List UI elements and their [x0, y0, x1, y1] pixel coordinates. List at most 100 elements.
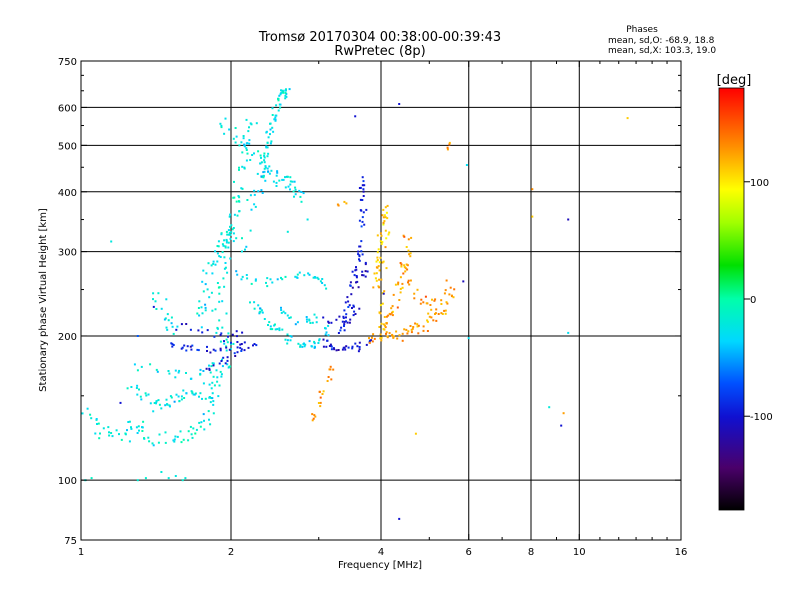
data-point [216, 260, 219, 263]
data-point [440, 299, 443, 302]
data-point [289, 339, 292, 342]
data-point [416, 288, 419, 291]
data-point [211, 381, 214, 384]
data-point [348, 321, 351, 324]
data-point [397, 283, 400, 286]
data-point [289, 180, 292, 183]
data-point [403, 266, 406, 269]
data-point [409, 325, 412, 327]
data-point [381, 214, 384, 217]
data-point [351, 345, 354, 348]
data-point [287, 185, 290, 188]
data-point [218, 319, 221, 322]
data-point [322, 316, 325, 319]
data-point [354, 269, 357, 272]
data-point [291, 180, 294, 183]
data-point [221, 358, 223, 361]
data-point [383, 316, 386, 318]
data-point [177, 371, 180, 374]
data-point [354, 342, 357, 345]
data-point [173, 400, 176, 403]
data-point [189, 425, 192, 428]
data-point [437, 313, 440, 315]
data-point [266, 146, 269, 149]
data-point [315, 316, 318, 319]
data-point [375, 260, 378, 263]
data-point [218, 384, 221, 387]
data-point [284, 186, 287, 189]
data-point [172, 344, 175, 346]
data-point [348, 304, 351, 307]
data-point [358, 341, 361, 344]
data-point [382, 328, 385, 331]
data-point [241, 331, 244, 334]
data-point [316, 276, 319, 279]
data-point [217, 245, 220, 248]
data-point [285, 88, 287, 91]
data-point [330, 345, 333, 347]
data-point [257, 150, 260, 153]
data-point [203, 428, 206, 431]
data-point [364, 275, 367, 278]
data-point [269, 328, 272, 331]
data-point [236, 273, 239, 276]
data-point [284, 338, 287, 341]
data-point [204, 303, 207, 306]
data-point [221, 251, 224, 254]
data-point [379, 240, 382, 243]
data-point [170, 342, 173, 345]
data-point [405, 328, 408, 331]
data-point [286, 230, 289, 233]
data-point [170, 322, 173, 325]
y-tick-label: 300 [58, 248, 77, 259]
data-point [293, 180, 296, 183]
data-point [141, 430, 144, 432]
data-point [228, 215, 231, 218]
data-point [425, 302, 428, 305]
data-point [135, 426, 138, 429]
data-point [349, 281, 352, 284]
data-point [404, 270, 407, 273]
data-point [382, 323, 385, 326]
data-point [214, 308, 217, 311]
data-point [249, 159, 252, 161]
data-point [448, 293, 451, 296]
data-point [216, 282, 219, 284]
data-point [216, 326, 219, 329]
data-point [358, 307, 361, 310]
data-point [337, 332, 340, 334]
data-point [417, 332, 420, 335]
data-point [419, 302, 422, 305]
chart-title: Tromsø 20170304 00:38:00-00:39:43 [258, 30, 501, 45]
data-point [380, 278, 383, 281]
data-point [396, 337, 399, 340]
data-point [351, 307, 353, 309]
data-point [292, 190, 295, 193]
data-point [284, 275, 287, 278]
data-point [435, 308, 438, 311]
data-point [385, 267, 388, 270]
data-point [343, 346, 346, 349]
data-point [277, 109, 280, 112]
data-point [245, 159, 248, 162]
data-point [385, 315, 388, 318]
data-point [265, 145, 268, 148]
data-point [236, 341, 239, 343]
data-point [220, 124, 223, 127]
data-point [294, 275, 297, 278]
data-point [234, 355, 237, 357]
data-point [165, 326, 168, 329]
data-point [176, 325, 179, 328]
data-point [399, 287, 402, 290]
data-point [382, 260, 385, 263]
data-point [248, 126, 250, 129]
data-point [390, 307, 393, 310]
data-point [402, 234, 405, 237]
data-point [270, 169, 273, 172]
data-point [219, 256, 222, 258]
data-point [218, 292, 221, 295]
data-point [288, 88, 291, 91]
data-point [275, 104, 278, 107]
data-point [216, 380, 219, 383]
data-point [282, 90, 285, 93]
